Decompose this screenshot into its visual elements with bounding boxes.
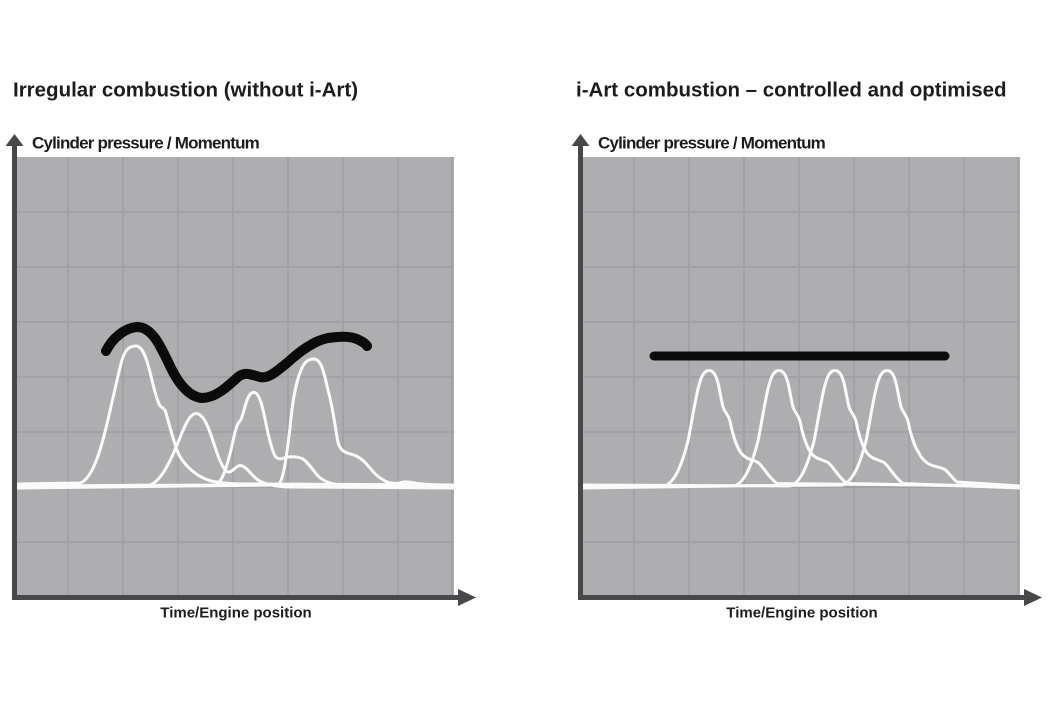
svg-text:Cylinder pressure / Momentum: Cylinder pressure / Momentum [32,134,260,153]
svg-text:Cylinder pressure / Momentum: Cylinder pressure / Momentum [598,134,826,153]
svg-text:Time/Engine position: Time/Engine position [726,605,877,622]
svg-text:Irregular combustion (without: Irregular combustion (without i-Art) [13,79,358,102]
svg-text:Time/Engine position: Time/Engine position [160,605,311,622]
svg-text:i-Art combustion – controlled: i-Art combustion – controlled and optimi… [576,79,1007,102]
